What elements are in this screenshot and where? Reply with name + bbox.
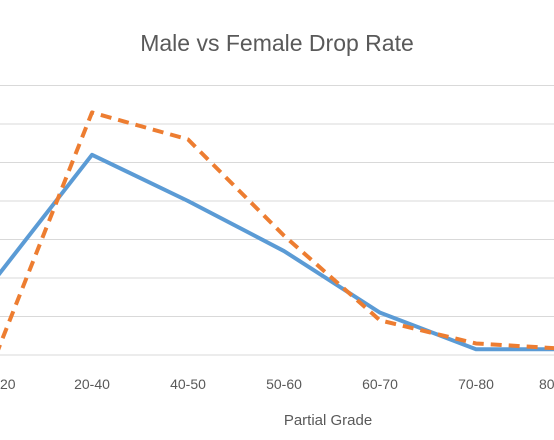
x-tick-label: 70-80 [458, 376, 494, 392]
x-tick-label: 40-50 [170, 376, 206, 392]
x-tick-label: 60-70 [362, 376, 398, 392]
x-axis-title: Partial Grade [284, 412, 372, 429]
chart-title: Male vs Female Drop Rate [140, 30, 414, 56]
x-tick-label: 20-40 [74, 376, 110, 392]
series-line-1 [0, 152, 554, 352]
x-tick-label: 80 [539, 376, 554, 392]
series-line-2 [0, 110, 554, 351]
x-tick-label: 20 [0, 376, 16, 392]
series-group [0, 110, 554, 352]
x-tick-labels: 20 20-40 40-50 50-60 60-70 70-80 80 [0, 376, 554, 392]
gridlines [0, 85, 554, 356]
x-tick-label: 50-60 [266, 376, 302, 392]
